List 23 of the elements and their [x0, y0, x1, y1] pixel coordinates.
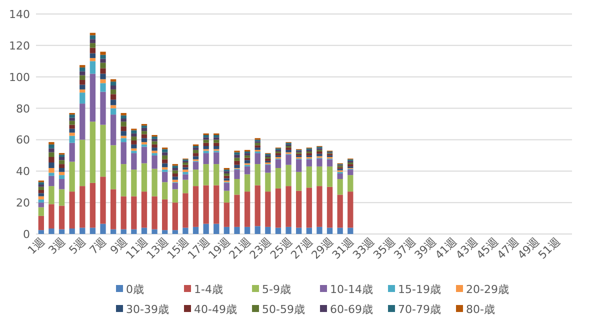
legend-label: 1-4歳 [194, 283, 223, 296]
legend-label: 40-49歳 [194, 303, 237, 316]
legend-label: 30-39歳 [126, 303, 169, 316]
legend-label: 0歳 [126, 283, 144, 296]
legend-label: 5-9歳 [262, 283, 291, 296]
x-tick-label: 3週 [46, 234, 68, 257]
y-tick-label: 40 [16, 165, 30, 178]
legend-label: 50-59歳 [262, 303, 305, 316]
y-tick-label: 0 [23, 228, 30, 241]
legend-label: 80-歳 [466, 303, 495, 316]
y-tick-label: 140 [9, 8, 30, 21]
legend-label: 10-14歳 [330, 283, 373, 296]
legend-label: 15-19歳 [398, 283, 441, 296]
y-tick-label: 20 [16, 196, 30, 210]
x-tick-label: 5週 [66, 234, 89, 257]
legend-label: 60-69歳 [330, 303, 373, 316]
y-tick-label: 80 [16, 102, 30, 116]
y-tick-label: 60 [16, 134, 30, 147]
y-tick-label: 120 [9, 39, 30, 52]
y-tick-label: 100 [9, 70, 30, 84]
legend-label: 70-79歳 [398, 303, 441, 316]
legend-label: 20-29歳 [466, 283, 509, 296]
x-tick-label: 7週 [87, 234, 110, 257]
